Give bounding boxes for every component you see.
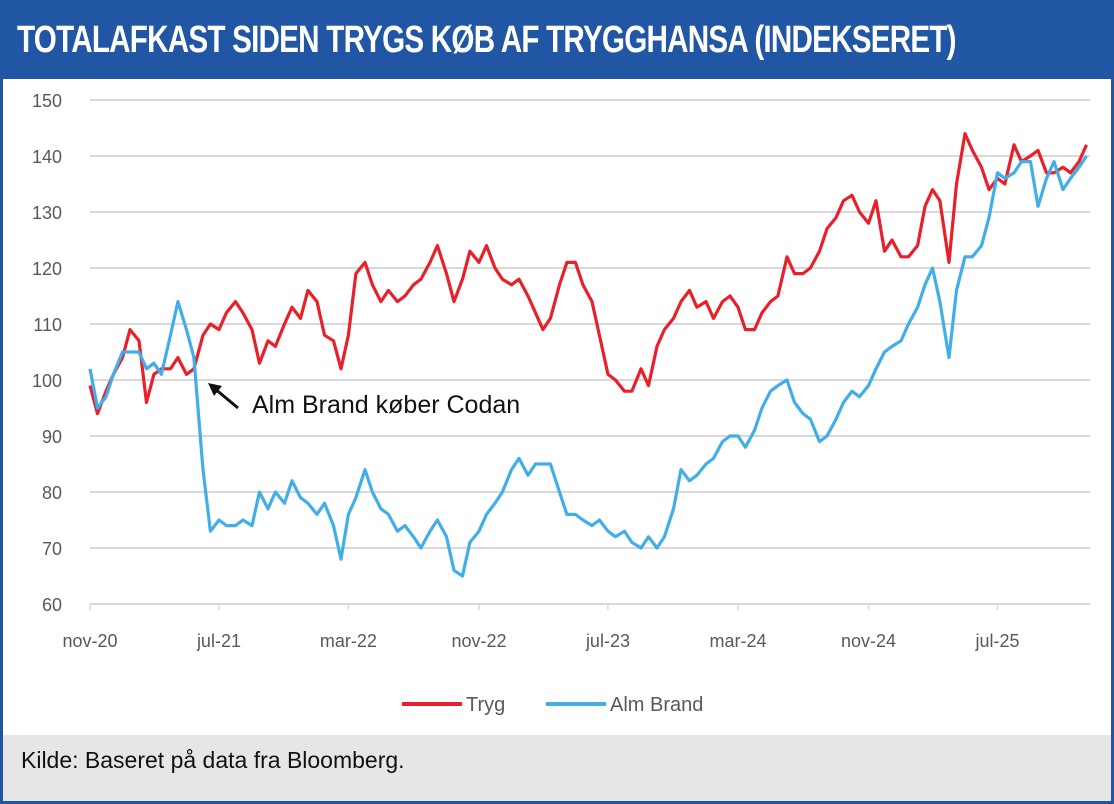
series-line-alm-brand (88, 155, 1088, 578)
x-tick-label: mar-22 (320, 631, 377, 651)
x-tick-label: jul-25 (974, 631, 1019, 651)
chart-title: TOTALAFKAST SIDEN TRYGS KØB AF TRYGGHANS… (17, 19, 957, 61)
annotation: Alm Brand køber Codan (208, 383, 520, 419)
x-axis-ticks: nov-20 jul-21 mar-22 nov-22 jul-23 mar-24 nov-… (62, 604, 1019, 651)
arrow-head-icon (208, 383, 222, 396)
y-tick-label: 80 (42, 483, 62, 503)
y-tick-label: 150 (32, 91, 62, 111)
series-line-tryg (88, 132, 1088, 416)
series-lines (88, 132, 1088, 578)
y-tick-label: 120 (32, 259, 62, 279)
x-tick-label: nov-20 (62, 631, 117, 651)
y-tick-label: 70 (42, 539, 62, 559)
legend: Tryg Alm Brand (402, 694, 703, 716)
annotation-arrow-line (213, 386, 239, 410)
gridlines (90, 99, 1090, 605)
annotation-text: Alm Brand køber Codan (252, 391, 520, 419)
y-axis-ticks: 60 70 80 90 100 110 120 130 140 150 (32, 91, 62, 615)
source-text: Kilde: Baseret på data fra Bloomberg. (21, 747, 405, 773)
title-bar: TOTALAFKAST SIDEN TRYGS KØB AF TRYGGHANS… (3, 3, 1111, 79)
x-tick-label: nov-24 (841, 631, 896, 651)
legend-label-tryg: Tryg (466, 694, 505, 716)
y-tick-label: 110 (33, 315, 62, 335)
y-tick-label: 130 (32, 203, 62, 223)
x-tick-label: mar-24 (709, 631, 766, 651)
legend-label-alm-brand: Alm Brand (610, 694, 703, 716)
x-tick-label: nov-22 (451, 631, 506, 651)
x-tick-label: jul-23 (585, 631, 630, 651)
x-tick-label: jul-21 (196, 631, 241, 651)
y-tick-label: 90 (42, 427, 62, 447)
source-footer: Kilde: Baseret på data fra Bloomberg. (3, 735, 1111, 801)
y-tick-label: 140 (32, 147, 62, 167)
y-tick-label: 60 (42, 595, 62, 615)
y-tick-label: 100 (32, 371, 62, 391)
